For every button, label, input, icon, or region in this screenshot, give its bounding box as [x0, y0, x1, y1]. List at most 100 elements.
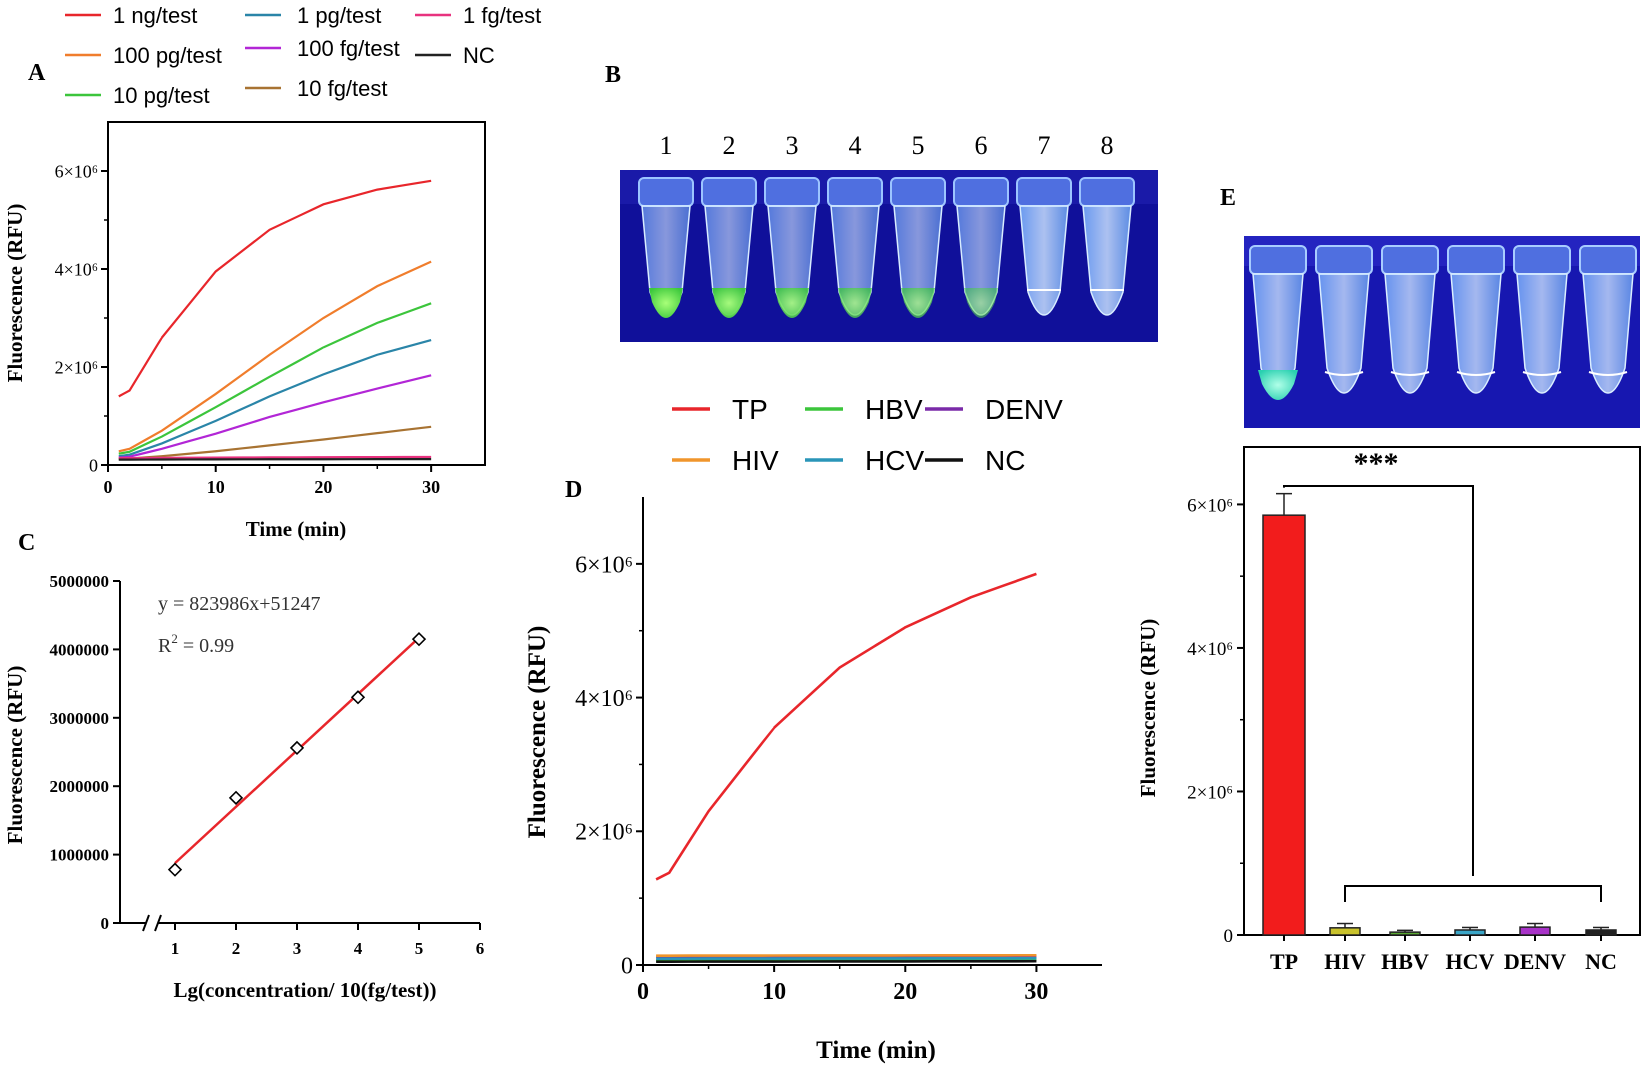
tube-7 — [1016, 177, 1072, 316]
panel-c: C 0 1000000 2000000 3000000 4000000 5000000 1 2… — [3, 530, 484, 1002]
panel-c-r2: R2 = 0.99 — [158, 631, 234, 657]
data-point — [411, 632, 427, 647]
panel-e-tubes — [1249, 245, 1637, 400]
x-tick-label: 0 — [637, 979, 649, 1005]
x-tick-label: 20 — [314, 477, 332, 497]
panel-a: A 1 ng/test 100 pg/test 10 pg/test 1 pg/tes… — [3, 3, 541, 541]
x-tick-label: 2 — [232, 939, 241, 958]
y-tick-label: 0 — [621, 953, 633, 979]
tube-5 — [890, 177, 946, 318]
tube-fluorescence — [901, 288, 935, 318]
panel-e-significance: *** — [1354, 447, 1399, 480]
tube — [1249, 245, 1307, 400]
data-point — [167, 862, 183, 877]
legend-label-1-pg-test: 1 pg/test — [297, 3, 381, 28]
legend-label-10-pg-test: 10 pg/test — [113, 83, 210, 108]
x-tick-label: 20 — [893, 979, 917, 1005]
tube-fluorescence — [649, 288, 683, 318]
legend-label-10-fg-test: 10 fg/test — [297, 76, 388, 101]
legend-label-nc: NC — [985, 445, 1025, 476]
panel-c-ylabel: Fluorescence (RFU) — [3, 666, 27, 845]
tube-meniscus — [1522, 371, 1562, 376]
panel-d-xlabel: Time (min) — [816, 1037, 936, 1064]
tube-cap — [701, 177, 757, 207]
x-tick-label: 5 — [415, 939, 424, 958]
tube-cap — [1079, 177, 1135, 207]
y-tick-label: 0 — [1224, 926, 1234, 947]
y-tick-label: 2×10⁶ — [575, 820, 633, 846]
bar-hiv — [1329, 927, 1361, 936]
panel-d-letter: D — [565, 477, 582, 503]
tube — [1315, 245, 1373, 394]
bar-hcv — [1454, 929, 1486, 936]
axis-break-mark — [142, 914, 150, 932]
x-tick-label: 30 — [1024, 979, 1048, 1005]
panel-a-plot: 0 10 20 30 0 2×10⁶ 4×10⁶ 6×10⁶ — [55, 121, 486, 497]
tube-label-7: 7 — [1038, 131, 1051, 160]
tube-label-8: 8 — [1101, 131, 1114, 160]
y-tick-label: 6×10⁶ — [1187, 495, 1233, 516]
series-line-1-fg-test — [118, 455, 432, 460]
tube-label-6: 6 — [975, 131, 988, 160]
significance-bracket-group — [1344, 885, 1602, 902]
tube-body — [1082, 205, 1132, 316]
tube-meniscus — [1390, 371, 1430, 376]
tube — [1579, 245, 1637, 394]
tube-2 — [701, 177, 757, 318]
tube-label-1: 1 — [660, 131, 673, 160]
series-line-tp — [655, 572, 1037, 881]
panel-e-photo-rack — [1244, 236, 1640, 266]
panel-c-r2-prefix: R — [158, 635, 172, 657]
panel-c-plot: 0 1000000 2000000 3000000 4000000 5000000 1 2 3 4… — [50, 572, 485, 958]
tube-fluorescence — [712, 288, 746, 318]
tube-cap — [638, 177, 694, 207]
panel-e-plot: 0 2×10⁶ 4×10⁶ 6×10⁶ TP HIV HBV HCV DENV NC — [1187, 446, 1641, 974]
x-tick-label: 3 — [293, 939, 302, 958]
legend-label-1-fg-test: 1 fg/test — [463, 3, 541, 28]
bar-hbv — [1389, 931, 1421, 936]
y-tick-label: 6×10⁶ — [575, 552, 633, 578]
panel-b-letter: B — [605, 62, 621, 88]
tube-cap — [1513, 245, 1571, 275]
tube — [1381, 245, 1439, 394]
panel-a-xlabel: Time (min) — [246, 517, 347, 541]
data-point — [289, 740, 305, 756]
tube — [1513, 245, 1571, 394]
bar-nc — [1585, 929, 1617, 936]
tube-8 — [1079, 177, 1135, 316]
tube-cap — [1249, 245, 1307, 275]
panel-e-frame — [1243, 446, 1641, 936]
panel-a-letter: A — [28, 60, 46, 86]
tube-label-3: 3 — [786, 131, 799, 160]
data-point — [350, 690, 366, 705]
series-line-100-pg-test — [118, 260, 432, 453]
panel-b-photo-rack — [620, 170, 1158, 204]
tube-label-2: 2 — [723, 131, 736, 160]
panel-d-plot: 0 10 20 30 0 2×10⁶ 4×10⁶ 6×10⁶ — [575, 497, 1102, 1005]
panel-a-ylabel: Fluorescence (RFU) — [3, 204, 27, 383]
x-tick-label: 6 — [476, 939, 485, 958]
legend-label-nc: NC — [463, 43, 495, 68]
bar-tp — [1262, 514, 1306, 936]
legend-label-hbv: HBV — [865, 394, 923, 425]
data-point — [228, 790, 244, 805]
panel-d-legend: TP HBV DENV HIV HCV NC — [672, 394, 1063, 476]
tube-meniscus — [1324, 371, 1364, 376]
x-tick-label: 4 — [354, 939, 363, 958]
y-tick-label: 2×10⁶ — [55, 357, 98, 377]
tube-cap — [1381, 245, 1439, 275]
x-tick-label-hiv: HIV — [1324, 949, 1366, 974]
panel-b-tube-labels: 1 2 3 4 5 6 7 8 — [660, 131, 1114, 160]
panel-e-letter: E — [1220, 185, 1236, 211]
tube-1 — [638, 177, 694, 318]
x-tick-label: 10 — [762, 979, 786, 1005]
panel-e-ylabel: Fluorescence (RFU) — [1136, 619, 1160, 798]
x-tick-label: 30 — [422, 477, 440, 497]
tube-cap — [1315, 245, 1373, 275]
x-tick-label: 1 — [171, 939, 180, 958]
panel-b-tubes — [638, 177, 1135, 318]
tube-cap — [890, 177, 946, 207]
x-tick-label-hcv: HCV — [1446, 949, 1495, 974]
